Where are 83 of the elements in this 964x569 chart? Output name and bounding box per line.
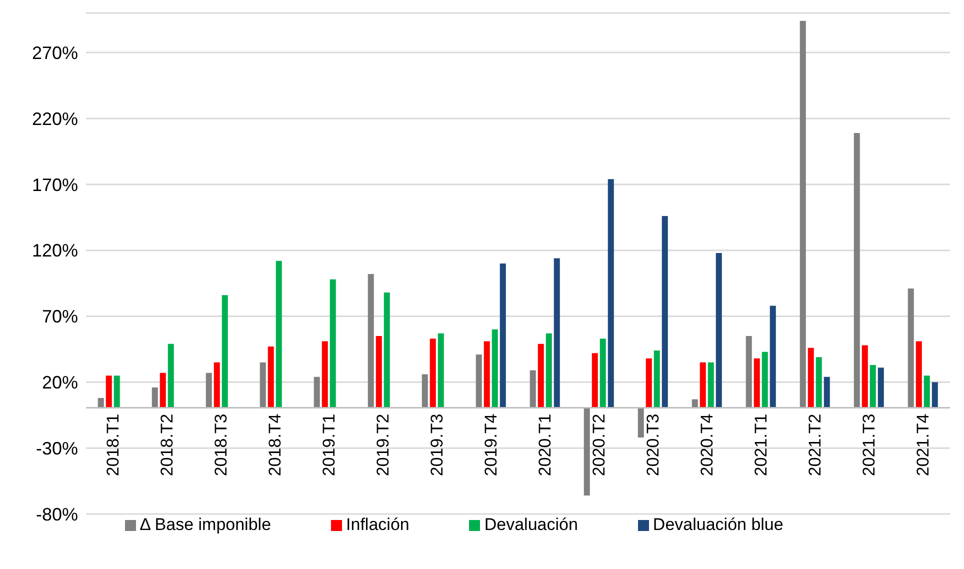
- y-tick-label: 20%: [42, 372, 78, 393]
- bar: [654, 350, 660, 409]
- bar: [554, 258, 560, 409]
- bar: [546, 333, 552, 409]
- bar: [438, 333, 444, 409]
- x-tick-label: 2021.T2: [806, 414, 824, 476]
- bar: [762, 352, 768, 409]
- bar: [214, 362, 220, 409]
- x-tick-label: 2021.T4: [914, 414, 932, 476]
- bar: [662, 216, 668, 409]
- bar: [114, 376, 120, 409]
- bar: [716, 252, 722, 409]
- bar: [754, 358, 760, 409]
- x-tick-label: 2020.T1: [536, 414, 554, 476]
- x-tick-label: 2018.T3: [212, 414, 230, 476]
- bar: [746, 336, 752, 409]
- bar: [854, 132, 860, 409]
- x-tick-label: 2018.T1: [104, 414, 122, 476]
- bar: [708, 362, 714, 409]
- bar: [384, 292, 390, 409]
- x-tick-label: 2020.T3: [644, 414, 662, 476]
- bar: [268, 346, 274, 409]
- y-tick-label: 70%: [42, 306, 78, 327]
- bar: [206, 372, 212, 409]
- bar: [260, 362, 266, 409]
- bar: [932, 382, 938, 409]
- x-tick-label: 2021.T3: [860, 414, 878, 476]
- bar: [484, 341, 490, 409]
- x-tick-label: 2019.T1: [320, 414, 338, 476]
- bar: [800, 20, 806, 409]
- bar: [770, 306, 776, 409]
- x-tick-label: 2020.T4: [698, 414, 716, 476]
- bar: [106, 376, 112, 409]
- bar: [476, 354, 482, 409]
- bar: [608, 179, 614, 409]
- bar: [870, 365, 876, 409]
- x-tick-label: 2019.T4: [482, 414, 500, 476]
- bar: [592, 353, 598, 409]
- bar: [276, 260, 282, 409]
- x-tick-label: 2019.T2: [374, 414, 392, 476]
- y-tick-label: -80%: [36, 504, 78, 524]
- bar: [322, 341, 328, 409]
- bar: [908, 288, 914, 409]
- bar: [924, 376, 930, 409]
- bar: [422, 374, 428, 409]
- x-tick-label: 2019.T3: [428, 414, 446, 476]
- bar: [824, 376, 830, 409]
- bar: [430, 338, 436, 409]
- y-tick-label: 220%: [32, 108, 78, 129]
- x-tick-label: 2018.T2: [158, 414, 176, 476]
- x-tick-label: 2020.T2: [590, 414, 608, 476]
- bar: [538, 344, 544, 409]
- bar: [638, 408, 644, 438]
- bar: [808, 348, 814, 409]
- bar: [600, 338, 606, 409]
- legend-label: Inflación: [346, 515, 410, 534]
- bar: [530, 370, 536, 409]
- bar: [152, 387, 158, 409]
- bar: [330, 279, 336, 409]
- x-tick-label: 2018.T4: [266, 414, 284, 476]
- bar: [700, 362, 706, 409]
- legend-label: Δ Base imponible: [140, 515, 272, 534]
- y-tick-label: -30%: [36, 438, 78, 458]
- bar: [314, 376, 320, 409]
- bar: [160, 372, 166, 409]
- y-tick-label: 170%: [32, 174, 78, 195]
- bar: [862, 345, 868, 409]
- bar: [168, 344, 174, 409]
- bar: [500, 264, 506, 409]
- bar: [816, 357, 822, 409]
- bar: [878, 368, 884, 409]
- legend-label: Devaluación: [484, 515, 578, 534]
- x-tick-label: 2021.T1: [752, 414, 770, 476]
- bar: [916, 341, 922, 409]
- bar: [492, 329, 498, 409]
- bar: [584, 408, 590, 496]
- bar: [222, 295, 228, 409]
- legend-label: Devaluación blue: [652, 515, 784, 534]
- bar: [376, 336, 382, 409]
- bar: [646, 358, 652, 409]
- y-tick-label: 270%: [32, 42, 78, 63]
- y-tick-label: 120%: [32, 240, 78, 261]
- bar: [368, 274, 374, 409]
